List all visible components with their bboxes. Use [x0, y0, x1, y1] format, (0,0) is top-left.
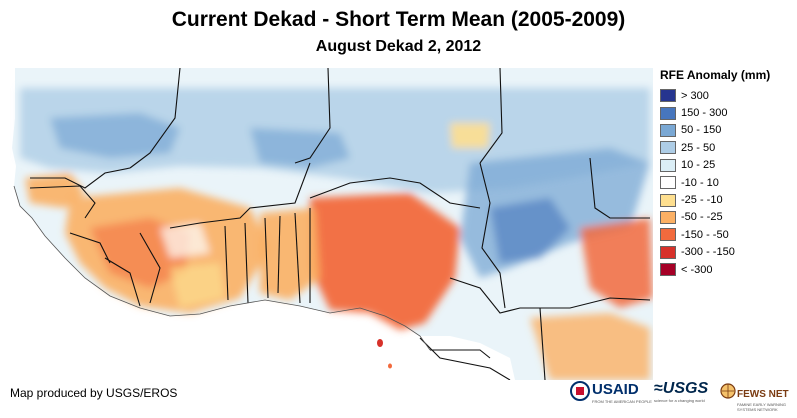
- legend-swatch: [660, 123, 676, 137]
- legend-item: -150 - -50: [660, 226, 792, 243]
- legend-swatch: [660, 106, 676, 120]
- legend-swatch: [660, 141, 676, 155]
- legend-item: 50 - 150: [660, 122, 792, 139]
- legend-label: -300 - -150: [681, 246, 735, 259]
- white-patch: [160, 223, 210, 258]
- legend-swatch: [660, 263, 676, 277]
- usaid-logo-text: USAID: [592, 381, 639, 398]
- legend-label: 50 - 150: [681, 124, 722, 137]
- legend-swatch: [660, 245, 676, 259]
- east-deficit: [580, 218, 653, 308]
- legend-swatch: [660, 176, 676, 190]
- legend-title: RFE Anomaly (mm): [660, 68, 771, 82]
- mali-yellow: [450, 123, 490, 148]
- legend-swatch: [660, 158, 676, 172]
- legend-item: -300 - -150: [660, 244, 792, 261]
- country-borders: [29, 68, 651, 380]
- legend-swatch: [660, 210, 676, 224]
- map-title: Current Dekad - Short Term Mean (2005-20…: [171, 8, 626, 31]
- senegal-deficit: [25, 173, 85, 208]
- legend-label: 10 - 25: [681, 159, 716, 172]
- usaid-logo: USAID FROM THE AMERICAN PEOPLE: [592, 375, 652, 415]
- legend-item: -10 - 10: [660, 174, 792, 191]
- legend-swatch: [660, 193, 676, 207]
- legend-item: -25 - -10: [660, 191, 792, 208]
- legend-label: -150 - -50: [681, 228, 729, 241]
- legend-swatch: [660, 228, 676, 242]
- partner-logos: USAID FROM THE AMERICAN PEOPLE ≈USGS sci…: [570, 375, 794, 412]
- usgs-logo-text: USGS: [662, 380, 709, 397]
- bioko-island: [377, 339, 383, 347]
- fews-logo-text: FEWS NET: [737, 389, 789, 400]
- ghana-yellow: [170, 263, 225, 308]
- legend-label: > 300: [681, 89, 709, 102]
- nigeria-deficit: [310, 193, 460, 330]
- usgs-logo: ≈USGS science for a changing world: [654, 375, 718, 414]
- sahel-mid-blue-west: [50, 113, 180, 158]
- legend: RFE Anomaly (mm) > 300 150 - 300 50 - 150 2…: [660, 68, 792, 278]
- legend-item: > 300: [660, 87, 792, 104]
- anomaly-map: [10, 68, 653, 380]
- usaid-tagline: FROM THE AMERICAN PEOPLE: [592, 399, 652, 404]
- fews-globe-icon: [720, 375, 736, 417]
- legend-swatch: [660, 89, 676, 103]
- legend-label: < -300: [681, 263, 713, 276]
- legend-label: 25 - 50: [681, 141, 716, 154]
- legend-label: -25 - -10: [681, 194, 723, 207]
- usgs-tagline: science for a changing world: [654, 398, 705, 403]
- legend-label: -50 - -25: [681, 211, 723, 224]
- legend-item: < -300: [660, 261, 792, 278]
- fews-net-logo: FEWS NET FAMINE EARLY WARNING SYSTEMS NE…: [737, 375, 794, 418]
- fews-tagline: FAMINE EARLY WARNING SYSTEMS NETWORK: [737, 402, 787, 412]
- legend-item: 10 - 25: [660, 157, 792, 174]
- legend-item: 25 - 50: [660, 139, 792, 156]
- legend-label: -10 - 10: [681, 176, 719, 189]
- legend-item: 150 - 300: [660, 104, 792, 121]
- coastline: [13, 185, 431, 351]
- nigeria-moderate: [260, 208, 320, 300]
- south-east-deficit: [530, 313, 650, 380]
- legend-label: 150 - 300: [681, 107, 728, 120]
- usaid-seal-icon: [570, 375, 590, 409]
- chad-dark-blue: [490, 198, 570, 263]
- sahel-mid-blue-center: [250, 128, 350, 168]
- legend-item: -50 - -25: [660, 209, 792, 226]
- map-credit: Map produced by USGS/EROS: [10, 386, 178, 400]
- sao-tome-island: [388, 363, 392, 369]
- map-subtitle: August Dekad 2, 2012: [315, 38, 482, 55]
